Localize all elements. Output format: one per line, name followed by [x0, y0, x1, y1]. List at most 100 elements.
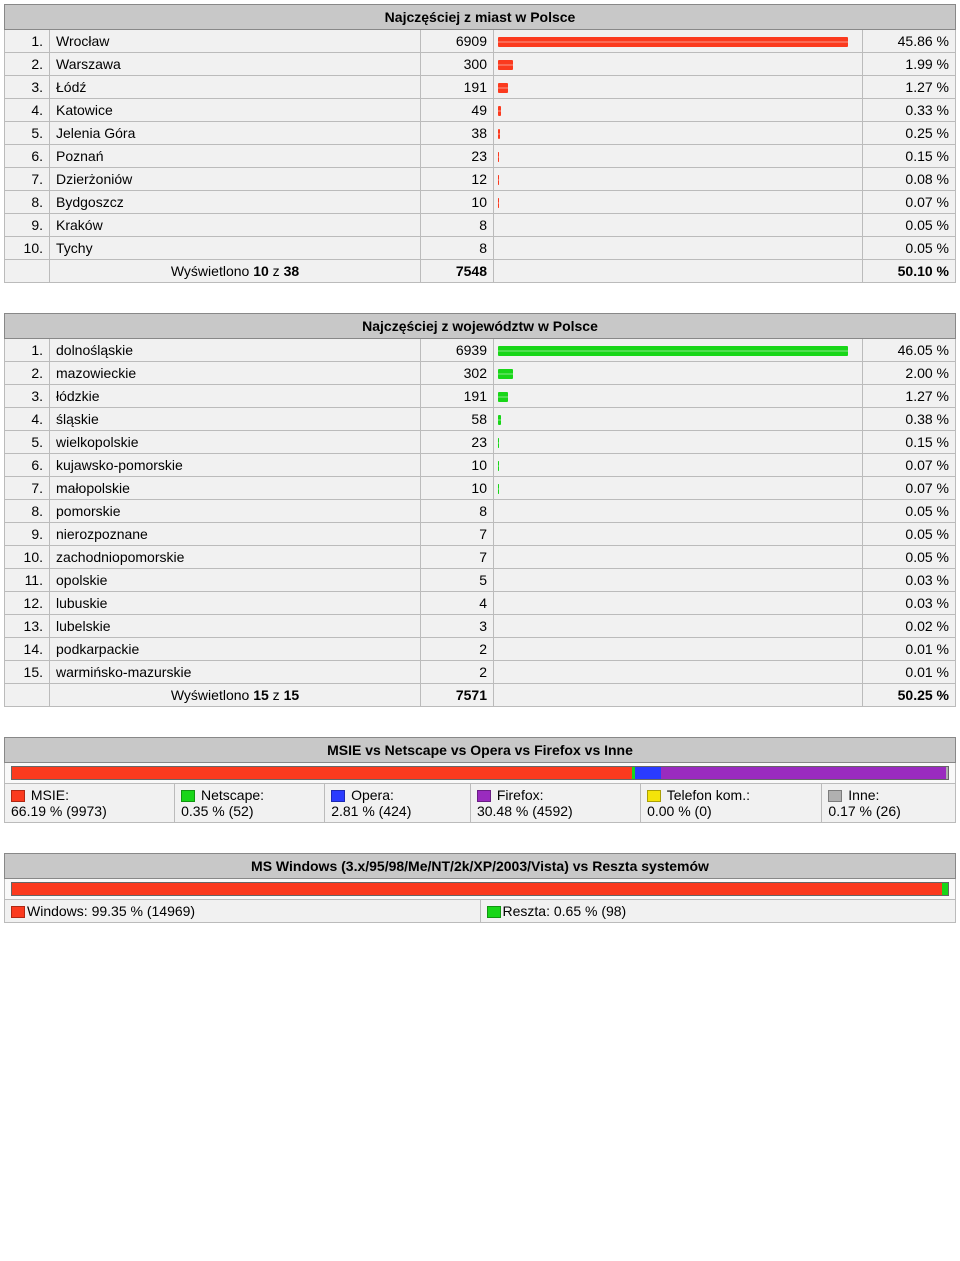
pct-cell: 45.86 % [863, 30, 956, 53]
pct-cell: 1.27 % [863, 385, 956, 408]
os-title: MS Windows (3.x/95/98/Me/NT/2k/XP/2003/V… [5, 854, 956, 879]
regions-title: Najczęściej z województw w Polsce [5, 314, 956, 339]
rank-cell: 3. [5, 385, 50, 408]
table-row: 5.Jelenia Góra380.25 % [5, 122, 956, 145]
name-cell: Tychy [50, 237, 421, 260]
name-cell: Kraków [50, 214, 421, 237]
cities-summary-pct: 50.10 % [863, 260, 956, 283]
swatch-icon [181, 790, 195, 802]
pct-cell: 1.27 % [863, 76, 956, 99]
os-bar [11, 882, 949, 896]
rank-cell: 6. [5, 145, 50, 168]
legend-item: Inne:0.17 % (26) [822, 784, 956, 823]
pct-cell: 1.99 % [863, 53, 956, 76]
pct-cell: 0.33 % [863, 99, 956, 122]
name-cell: zachodniopomorskie [50, 546, 421, 569]
bar-segment [946, 767, 948, 779]
count-cell: 5 [421, 569, 494, 592]
bar-cell [494, 191, 863, 214]
table-row: 7.Dzierżoniów12 0.08 % [5, 168, 956, 191]
rank-cell: 15. [5, 661, 50, 684]
bar-segment [12, 883, 942, 895]
rank-cell: 4. [5, 99, 50, 122]
count-cell: 23 [421, 145, 494, 168]
pct-cell: 0.05 % [863, 523, 956, 546]
bar-cell [494, 385, 863, 408]
pct-cell: 0.05 % [863, 237, 956, 260]
name-cell: Wrocław [50, 30, 421, 53]
pct-cell: 0.08 % [863, 168, 956, 191]
rank-cell: 1. [5, 30, 50, 53]
swatch-icon [11, 790, 25, 802]
bar-segment [12, 767, 632, 779]
table-row: 8.pomorskie80.05 % [5, 500, 956, 523]
cities-table: Najczęściej z miast w Polsce 1.Wrocław69… [4, 4, 956, 283]
table-row: 6.kujawsko-pomorskie100.07 % [5, 454, 956, 477]
browsers-bar [11, 766, 949, 780]
name-cell: Dzierżoniów [50, 168, 421, 191]
pct-cell: 0.05 % [863, 500, 956, 523]
bar-cell [494, 53, 863, 76]
count-cell: 12 [421, 168, 494, 191]
rank-cell: 14. [5, 638, 50, 661]
swatch-icon [647, 790, 661, 802]
name-cell: nierozpoznane [50, 523, 421, 546]
count-cell: 7 [421, 546, 494, 569]
count-cell: 302 [421, 362, 494, 385]
rank-cell: 2. [5, 53, 50, 76]
count-cell: 10 [421, 477, 494, 500]
pct-cell: 0.01 % [863, 661, 956, 684]
table-row: 2.mazowieckie3022.00 % [5, 362, 956, 385]
swatch-icon [828, 790, 842, 802]
name-cell: małopolskie [50, 477, 421, 500]
count-cell: 3 [421, 615, 494, 638]
swatch-icon [487, 906, 501, 918]
name-cell: kujawsko-pomorskie [50, 454, 421, 477]
count-cell: 191 [421, 76, 494, 99]
count-cell: 38 [421, 122, 494, 145]
count-cell: 8 [421, 237, 494, 260]
pct-cell: 0.15 % [863, 431, 956, 454]
name-cell: mazowieckie [50, 362, 421, 385]
count-cell: 58 [421, 408, 494, 431]
pct-cell: 0.05 % [863, 546, 956, 569]
rank-cell: 8. [5, 191, 50, 214]
rank-cell: 4. [5, 408, 50, 431]
regions-table: Najczęściej z województw w Polsce 1.doln… [4, 313, 956, 707]
count-cell: 8 [421, 500, 494, 523]
pct-cell: 0.15 % [863, 145, 956, 168]
name-cell: lubelskie [50, 615, 421, 638]
table-row: 15.warmińsko-mazurskie20.01 % [5, 661, 956, 684]
pct-cell: 0.02 % [863, 615, 956, 638]
table-row: 6.Poznań230.15 % [5, 145, 956, 168]
legend-item: Opera:2.81 % (424) [325, 784, 471, 823]
count-cell: 8 [421, 214, 494, 237]
count-cell: 4 [421, 592, 494, 615]
table-row: 7.małopolskie100.07 % [5, 477, 956, 500]
rank-cell: 9. [5, 523, 50, 546]
rank-cell: 7. [5, 168, 50, 191]
count-cell: 10 [421, 191, 494, 214]
legend-item: Reszta: 0.65 % (98) [480, 900, 956, 923]
legend-item: Windows: 99.35 % (14969) [5, 900, 481, 923]
table-row: 5.wielkopolskie230.15 % [5, 431, 956, 454]
rank-cell: 9. [5, 214, 50, 237]
rank-cell: 6. [5, 454, 50, 477]
legend-item: Firefox:30.48 % (4592) [470, 784, 640, 823]
pct-cell: 0.03 % [863, 569, 956, 592]
pct-cell: 0.05 % [863, 214, 956, 237]
bar-cell [494, 168, 863, 191]
bar-cell [494, 30, 863, 53]
table-row: 1.dolnośląskie693946.05 % [5, 339, 956, 362]
bar-cell [494, 122, 863, 145]
legend-item: Netscape:0.35 % (52) [175, 784, 325, 823]
rank-cell: 10. [5, 237, 50, 260]
pct-cell: 0.07 % [863, 191, 956, 214]
os-table: MS Windows (3.x/95/98/Me/NT/2k/XP/2003/V… [4, 853, 956, 923]
bar-cell [494, 523, 863, 546]
count-cell: 7 [421, 523, 494, 546]
bar-segment [942, 883, 948, 895]
count-cell: 2 [421, 661, 494, 684]
count-cell: 6909 [421, 30, 494, 53]
bar-cell [494, 569, 863, 592]
